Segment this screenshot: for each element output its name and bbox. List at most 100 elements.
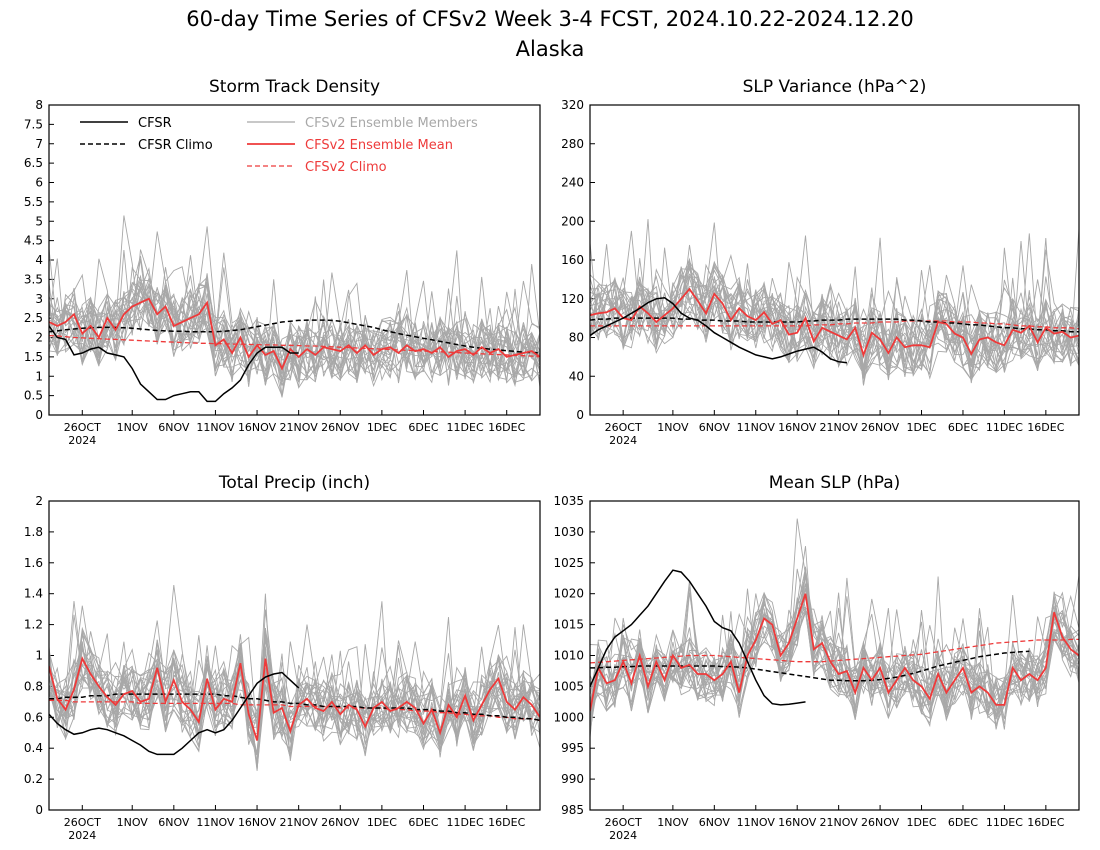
- series-line-cfsr-climo: [49, 319, 540, 354]
- series-line-cfsv2-climo: [590, 320, 1079, 330]
- y-tick-label: 4.5: [24, 234, 43, 248]
- y-tick-label: 0.2: [24, 772, 43, 786]
- x-tick-label: 6DEC: [408, 421, 438, 434]
- y-tick-label: 160: [561, 253, 584, 267]
- y-tick-label: 1010: [553, 649, 584, 663]
- y-tick-label: 7.5: [24, 117, 43, 131]
- ensemble-member-line: [590, 580, 1079, 731]
- ensemble-member-line: [590, 597, 1079, 717]
- x-tick-label: 11DEC: [986, 421, 1023, 434]
- y-tick-label: 1015: [553, 618, 584, 632]
- legend-label-cfsr: CFSR: [138, 116, 172, 131]
- plot-area: [49, 584, 540, 771]
- x-tick-label: 26OCT: [64, 421, 101, 434]
- panel-title: Mean SLP (hPa): [769, 473, 901, 493]
- panel-title: SLP Variance (hPa^2): [743, 77, 927, 97]
- x-tick-label: 16DEC: [488, 816, 525, 829]
- ensemble-member-line: [49, 272, 540, 387]
- x-tick-label: 1NOV: [657, 816, 689, 829]
- legend-label-members: CFSv2 Ensemble Members: [305, 116, 478, 131]
- x-tick-label: 21NOV: [280, 421, 319, 434]
- ensemble-member-line: [590, 265, 1079, 380]
- y-tick-label: 1035: [553, 494, 584, 508]
- series-line-cfsr-climo: [590, 650, 1030, 682]
- x-tick-label: 16NOV: [778, 421, 817, 434]
- series-line-ens-mean: [49, 656, 540, 741]
- y-tick-label: 8: [35, 98, 43, 112]
- series-line-ens-mean: [590, 287, 1079, 358]
- plot-area: [49, 215, 540, 403]
- y-tick-label: 0: [576, 408, 584, 422]
- ensemble-member-line: [49, 641, 540, 752]
- x-tick-label: 6NOV: [158, 816, 190, 829]
- y-tick-label: 990: [561, 772, 584, 786]
- y-tick-label: 1.4: [24, 587, 43, 601]
- plot-frame: [48, 500, 541, 811]
- x-tick-sublabel: 2024: [68, 434, 96, 447]
- plot-area: [590, 219, 1079, 386]
- x-tick-label: 26NOV: [861, 421, 900, 434]
- y-tick-label: 0.6: [24, 710, 43, 724]
- y-tick-label: 1000: [553, 710, 584, 724]
- y-tick-label: 0.5: [24, 389, 43, 403]
- y-tick-label: 6.5: [24, 156, 43, 170]
- x-tick-label: 11NOV: [196, 421, 235, 434]
- x-tick-label: 11DEC: [447, 421, 484, 434]
- y-tick-label: 120: [561, 292, 584, 306]
- x-tick-sublabel: 2024: [609, 829, 637, 842]
- x-tick-label: 1DEC: [367, 421, 397, 434]
- y-tick-label: 2: [35, 331, 43, 345]
- plot-area: [590, 518, 1079, 738]
- x-tick-label: 16DEC: [1027, 421, 1064, 434]
- series-line-cfsr: [49, 325, 299, 403]
- panel-2: SLP Variance (hPa^2) 0 40 80 120 160 200 240 280…: [561, 77, 1080, 447]
- y-tick-label: 1020: [553, 587, 584, 601]
- ensemble-member-line: [49, 255, 540, 386]
- x-tick-label: 1DEC: [367, 816, 397, 829]
- y-tick-label: 2: [35, 494, 43, 508]
- x-tick-label: 16NOV: [238, 816, 277, 829]
- ensemble-member-line: [590, 230, 1079, 378]
- series-line-cfsr: [590, 569, 806, 706]
- x-tick-label: 6NOV: [699, 421, 731, 434]
- x-tick-label: 1DEC: [906, 421, 936, 434]
- y-tick-label: 5: [35, 214, 43, 228]
- y-tick-label: 1005: [553, 679, 584, 693]
- ensemble-member-line: [590, 595, 1079, 716]
- x-tick-label: 6DEC: [948, 421, 978, 434]
- x-tick-label: 11DEC: [986, 816, 1023, 829]
- series-line-ens-mean: [590, 593, 1079, 712]
- legend-label-ens-mean: CFSv2 Ensemble Mean: [305, 138, 453, 153]
- y-tick-label: 4: [35, 253, 43, 267]
- ensemble-member-line: [590, 546, 1079, 708]
- x-tick-label: 11DEC: [447, 816, 484, 829]
- ensemble-member-line: [590, 608, 1079, 732]
- y-tick-label: 1.5: [24, 350, 43, 364]
- ensemble-member-line: [590, 591, 1079, 720]
- y-tick-label: 1.2: [24, 618, 43, 632]
- figure-title: 60-day Time Series of CFSv2 Week 3-4 FCS…: [186, 7, 914, 31]
- y-tick-label: 0: [35, 408, 43, 422]
- panel-3: Total Precip (inch) 0 0.2 0.4 0.6 0.8 1 1.2 1.4 1…: [24, 473, 541, 842]
- x-tick-label: 16NOV: [238, 421, 277, 434]
- x-tick-label: 26OCT: [605, 816, 642, 829]
- x-tick-label: 6NOV: [158, 421, 190, 434]
- y-tick-label: 40: [569, 369, 584, 383]
- x-tick-label: 16DEC: [1027, 816, 1064, 829]
- x-tick-label: 6DEC: [948, 816, 978, 829]
- x-tick-label: 26OCT: [605, 421, 642, 434]
- y-tick-label: 0.4: [24, 741, 43, 755]
- x-tick-label: 11NOV: [737, 421, 776, 434]
- x-tick-label: 1NOV: [657, 421, 689, 434]
- panel-title: Total Precip (inch): [218, 473, 370, 493]
- y-tick-label: 1: [35, 649, 43, 663]
- x-tick-sublabel: 2024: [609, 434, 637, 447]
- x-tick-label: 1NOV: [117, 816, 149, 829]
- series-line-cfsr: [590, 297, 847, 364]
- x-tick-label: 21NOV: [820, 421, 859, 434]
- legend-label-cfsr-climo: CFSR Climo: [138, 138, 213, 153]
- y-tick-label: 1: [35, 369, 43, 383]
- panel-4: Mean SLP (hPa) 985 990 995 1000 1005 1010 1015 1…: [553, 473, 1080, 842]
- x-tick-label: 16NOV: [778, 816, 817, 829]
